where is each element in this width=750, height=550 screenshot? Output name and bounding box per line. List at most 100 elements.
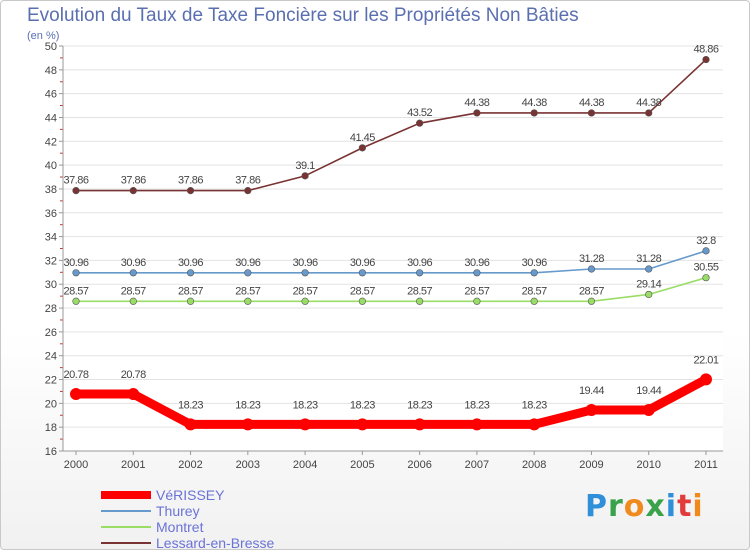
legend-item-montret: Montret — [101, 519, 361, 535]
logo-letter: o — [623, 489, 646, 524]
data-label: 19.44 — [636, 385, 661, 397]
data-point — [186, 187, 195, 195]
legend-swatch-thurey — [101, 510, 151, 512]
data-point — [186, 297, 195, 305]
y-tick-label: 26 — [45, 327, 57, 339]
legend-label-verissey: VéRISSEY — [156, 487, 225, 503]
data-point — [241, 418, 254, 431]
data-point — [700, 373, 712, 386]
data-point — [129, 269, 137, 277]
data-point — [301, 297, 309, 305]
data-label: 31.28 — [636, 253, 661, 265]
data-point — [416, 269, 424, 277]
data-point — [244, 269, 252, 277]
legend-item-verissey: VéRISSEY — [101, 487, 361, 503]
data-label: 30.96 — [235, 257, 260, 269]
data-point — [645, 265, 653, 273]
data-point — [72, 297, 80, 305]
data-label: 28.57 — [178, 285, 203, 297]
legend-item-thurey: Thurey — [101, 503, 361, 519]
data-point — [587, 265, 596, 273]
data-point — [473, 109, 481, 117]
data-label: 18.23 — [407, 399, 432, 411]
data-point — [358, 144, 366, 152]
data-label: 43.52 — [407, 107, 432, 119]
data-point — [358, 269, 366, 277]
x-tick-label: 2003 — [236, 459, 260, 471]
y-tick-label: 20 — [45, 398, 57, 410]
y-tick-label: 46 — [45, 89, 57, 101]
data-point — [416, 119, 424, 127]
y-tick-label: 16 — [45, 446, 57, 458]
data-point — [244, 297, 252, 305]
logo-letter: x — [645, 489, 666, 524]
data-label: 30.55 — [693, 262, 718, 274]
y-tick-label: 22 — [45, 375, 57, 387]
data-label: 18.23 — [522, 399, 547, 411]
y-tick-label: 42 — [45, 136, 57, 148]
data-point — [587, 109, 596, 117]
data-label: 28.57 — [63, 285, 88, 297]
data-point — [358, 297, 366, 305]
legend-swatch-verissey — [101, 491, 151, 499]
y-tick-label: 36 — [45, 208, 57, 220]
data-label: 37.86 — [121, 175, 146, 187]
x-tick-label: 2001 — [121, 459, 145, 471]
chart-subtitle: (en %) — [27, 30, 60, 42]
data-point — [645, 290, 653, 299]
y-tick-label: 50 — [45, 41, 57, 53]
data-label: 20.78 — [121, 369, 146, 381]
y-tick-label: 30 — [45, 279, 57, 291]
legend-swatch-lessard — [101, 542, 151, 544]
data-point — [184, 418, 197, 431]
data-point — [473, 269, 481, 277]
data-point — [702, 55, 710, 64]
data-label: 22.01 — [693, 354, 718, 366]
legend-item-lessard: Lessard-en-Bresse — [101, 535, 361, 550]
data-label: 37.86 — [235, 175, 260, 187]
data-point — [530, 269, 538, 277]
y-tick-label: 38 — [45, 184, 57, 196]
data-point — [244, 187, 252, 195]
series-line-0 — [71, 374, 711, 429]
series-line-1 — [75, 250, 707, 274]
data-label: 41.45 — [350, 132, 375, 144]
data-point — [72, 269, 80, 277]
data-point — [702, 274, 710, 282]
legend-label-lessard: Lessard-en-Bresse — [156, 535, 275, 550]
data-label: 28.57 — [235, 285, 260, 297]
y-tick-label: 48 — [45, 65, 57, 77]
data-point — [585, 404, 598, 417]
proxiti-logo: Proxiti — [585, 489, 704, 524]
data-label: 20.78 — [63, 369, 88, 381]
data-label: 44.38 — [464, 97, 489, 109]
data-label: 31.28 — [579, 253, 604, 265]
data-point — [530, 109, 538, 117]
x-tick-label: 2011 — [694, 459, 718, 471]
data-label: 48.86 — [693, 44, 718, 56]
data-label: 28.57 — [579, 285, 604, 297]
data-label: 37.86 — [63, 175, 88, 187]
data-point — [413, 418, 426, 431]
data-point — [186, 269, 195, 277]
data-label: 44.38 — [522, 97, 547, 109]
logo-letter: t — [677, 489, 693, 524]
chart-title: Evolution du Taux de Taxe Foncière sur l… — [27, 5, 579, 26]
series-line-3 — [75, 58, 707, 192]
data-label: 29.14 — [636, 278, 661, 290]
data-label: 28.57 — [522, 285, 547, 297]
data-label: 18.23 — [293, 399, 318, 411]
data-label: 44.38 — [636, 97, 661, 109]
y-tick-label: 24 — [45, 351, 57, 363]
data-label: 28.57 — [350, 285, 375, 297]
data-point — [129, 297, 137, 305]
data-label: 18.23 — [350, 399, 375, 411]
data-point — [127, 388, 140, 401]
data-point — [587, 297, 596, 305]
logo-letter: i — [692, 489, 704, 524]
data-point — [72, 187, 80, 195]
data-label: 28.57 — [464, 285, 489, 297]
data-label: 18.23 — [235, 399, 260, 411]
data-label: 30.96 — [293, 257, 318, 269]
